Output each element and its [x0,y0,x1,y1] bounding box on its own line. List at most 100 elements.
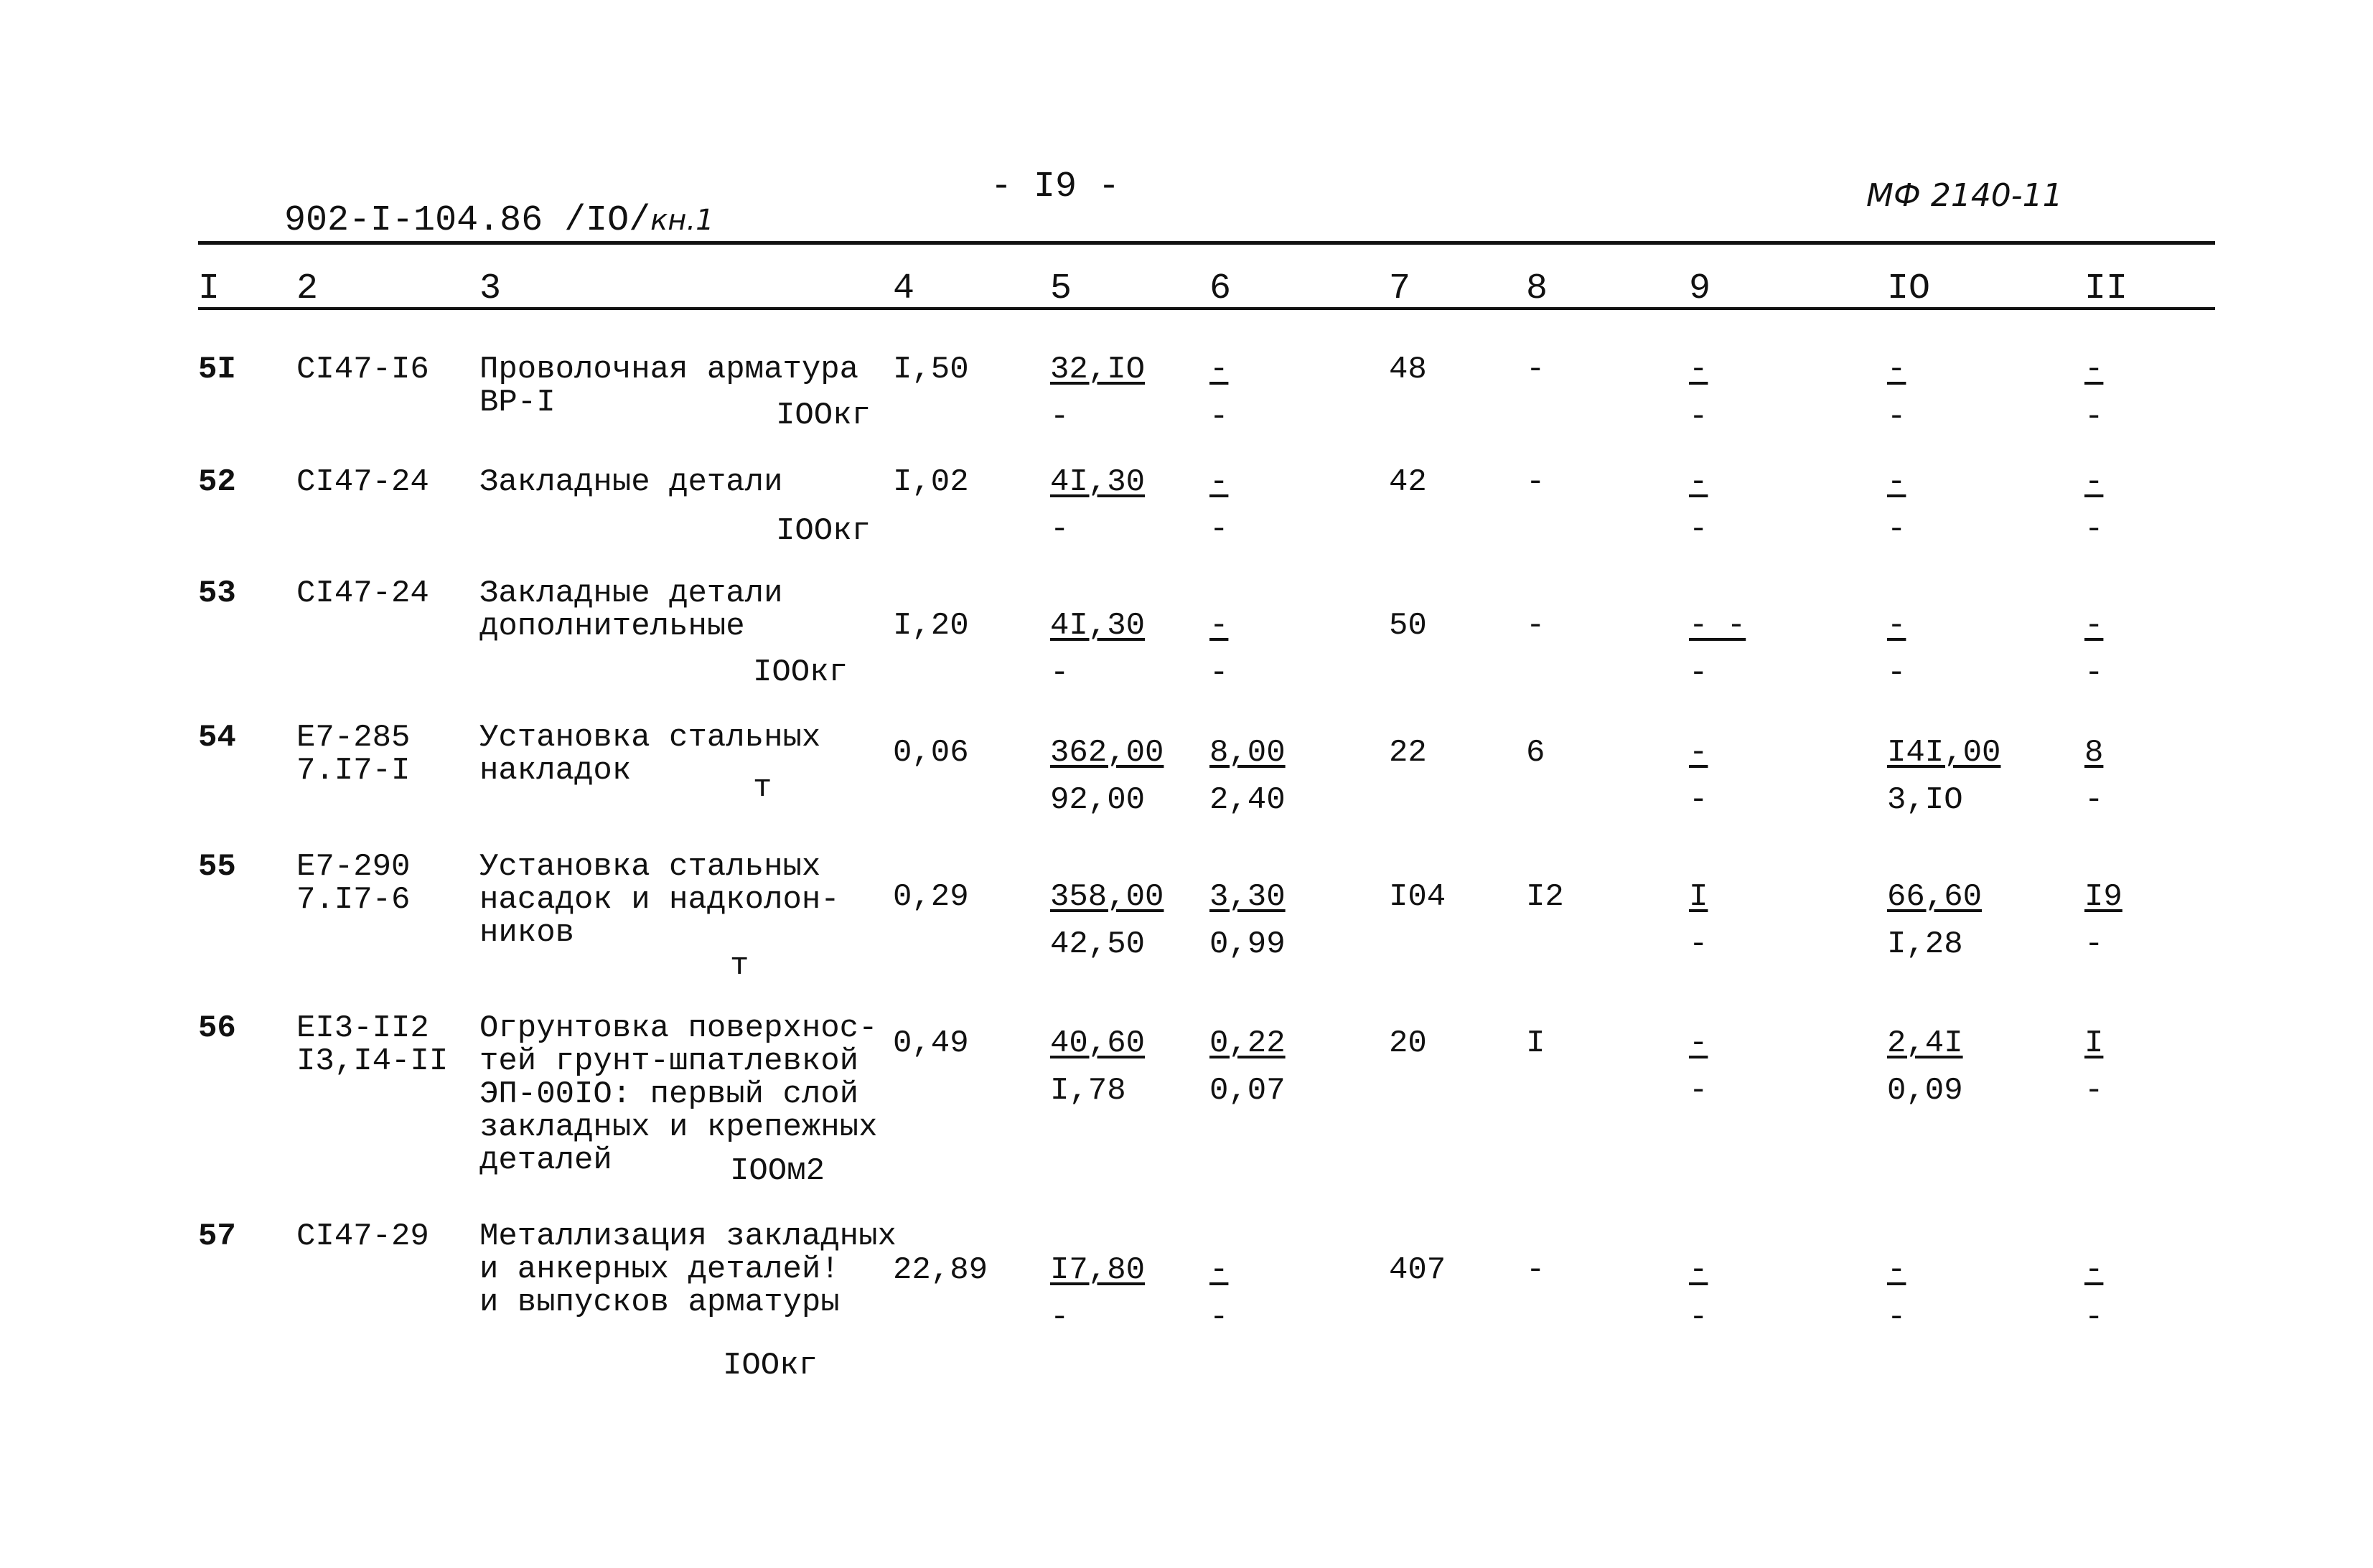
norm-code: E7-285 [296,720,411,756]
work-description: ЭП-00IO: первый слой [479,1076,859,1112]
c11-top-value: - [2084,352,2104,388]
c6-top-value: - [1209,1252,1229,1288]
column-header-rule [198,307,2215,310]
c6-bottom-value: - [1209,399,1229,435]
doc-code: 902-I-104.86 [284,200,543,241]
c5-bottom-value: - [1050,655,1070,691]
unit-of-measure: IOOкг [776,398,871,433]
c10-top-value: 66,60 [1887,879,1983,915]
c10-bottom-value: 0,09 [1887,1073,1963,1109]
c10-bottom-value: 3,IO [1887,782,1963,818]
c11-bottom-value: - [2084,1073,2104,1109]
page-number: - I9 - [991,166,1120,207]
c6-top-value: 8,00 [1209,735,1286,771]
work-description: Закладные детали [479,576,783,611]
unit-of-measure: т [730,948,749,984]
work-description: Установка стальных [479,849,821,885]
c7-value: 20 [1389,1025,1427,1061]
c10-top-value: - [1887,1252,1906,1288]
c9-top-value: - [1689,735,1708,771]
unit-of-measure: IOOкг [776,513,871,549]
work-description: накладок [479,753,632,789]
work-description: закладных и крепежных [479,1109,878,1145]
c5-bottom-value: - [1050,512,1070,548]
unit-of-measure: т [753,770,772,806]
archive-stamp: МФ 2140-11 [1866,177,2063,214]
album-number: /IO/ [564,200,651,241]
c9-bottom-value: - [1689,926,1708,962]
c11-top-value: 8 [2084,735,2104,771]
c6-top-value: 3,30 [1209,879,1286,915]
c11-bottom-value: - [2084,512,2104,548]
c11-bottom-value: - [2084,1300,2104,1335]
c8-value: - [1526,1252,1545,1288]
c6-bottom-value: 0,07 [1209,1073,1286,1109]
c6-top-value: - [1209,464,1229,500]
c11-bottom-value: - [2084,655,2104,691]
c9-bottom-value: - [1689,1300,1708,1335]
c10-bottom-value: - [1887,655,1906,691]
c10-bottom-value: I,28 [1887,926,1963,962]
c11-bottom-value: - [2084,782,2104,818]
work-description: Металлизация закладных [479,1219,897,1254]
c11-top-value: I9 [2084,879,2122,915]
work-description: дополнительные [479,609,745,644]
work-description: и анкерных деталей! [479,1252,840,1287]
c10-top-value: - [1887,464,1906,500]
quantity: 0,49 [893,1025,969,1061]
document-code: 902-I-104.86 /IO/кн.1 [198,171,714,271]
unit-of-measure: IOOкг [723,1348,818,1384]
c5-top-value: 4I,30 [1050,608,1146,644]
c5-top-value: 4I,30 [1050,464,1146,500]
norm-code: CI47-29 [296,1219,429,1254]
c8-value: - [1526,352,1545,388]
c10-bottom-value: - [1887,399,1906,435]
c10-top-value: I4I,00 [1887,735,2001,771]
c9-bottom-value: - [1689,512,1708,548]
c11-bottom-value: - [2084,926,2104,962]
c6-top-value: 0,22 [1209,1025,1286,1061]
row-number: 53 [198,576,236,611]
c10-top-value: 2,4I [1887,1025,1963,1061]
column-number-8: 8 [1526,268,1548,309]
work-description: Установка стальных [479,720,821,756]
c10-bottom-value: - [1887,1300,1906,1335]
column-number-1: I [198,268,220,309]
header-rule [198,241,2215,245]
work-description: ВР-I [479,385,556,421]
column-number-5: 5 [1050,268,1072,309]
column-number-9: 9 [1689,268,1711,309]
column-number-2: 2 [296,268,319,309]
c7-value: 42 [1389,464,1427,500]
c11-bottom-value: - [2084,399,2104,435]
c6-bottom-value: 2,40 [1209,782,1286,818]
work-description: Закладные детали [479,464,783,500]
c5-top-value: 362,00 [1050,735,1164,771]
c10-top-value: - [1887,352,1906,388]
c5-bottom-value: 42,50 [1050,926,1146,962]
c11-top-value: - [2084,464,2104,500]
quantity: 0,06 [893,735,969,771]
c10-bottom-value: - [1887,512,1906,548]
c5-bottom-value: - [1050,1300,1070,1335]
row-number: 54 [198,720,236,756]
c7-value: 22 [1389,735,1427,771]
c9-top-value: - [1689,1025,1708,1061]
c8-value: I [1526,1025,1545,1061]
c9-top-value: - [1689,464,1708,500]
work-description: Проволочная арматура [479,352,859,388]
c6-top-value: - [1209,608,1229,644]
c7-value: 50 [1389,608,1427,644]
c9-bottom-value: - [1689,782,1708,818]
row-number: 5I [198,352,236,388]
c8-value: - [1526,464,1545,500]
c6-bottom-value: 0,99 [1209,926,1286,962]
norm-code: CI47-24 [296,576,429,611]
c6-bottom-value: - [1209,512,1229,548]
c11-top-value: I [2084,1025,2104,1061]
unit-of-measure: IOOкг [753,654,848,690]
c6-bottom-value: - [1209,1300,1229,1335]
c9-top-value: - - [1689,608,1746,644]
row-number: 57 [198,1219,236,1254]
c10-top-value: - [1887,608,1906,644]
